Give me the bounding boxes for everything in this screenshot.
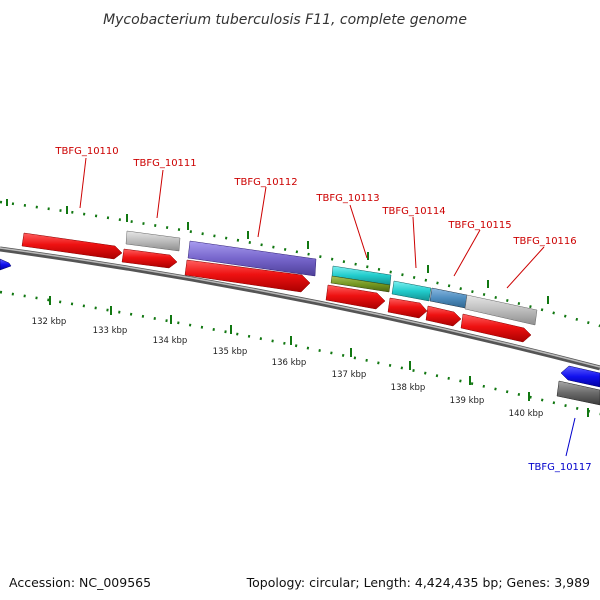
map-title: Mycobacterium tuberculosis F11, complete… xyxy=(103,12,467,28)
leader-line-tbfg-10115 xyxy=(453,229,481,277)
leader-line-tbfg-10116 xyxy=(506,246,545,289)
genome-backbone xyxy=(0,246,600,371)
gene-box-tbfg-10117-dark[interactable] xyxy=(556,380,600,406)
gene-box-tbfg-10116[interactable] xyxy=(464,294,538,326)
label-leader-lines xyxy=(79,157,576,457)
leader-line-tbfg-10117 xyxy=(565,417,576,457)
gene-arrow-tbfg-10112-strand[interactable] xyxy=(184,259,311,293)
ruler-label: 140 kbp xyxy=(509,409,544,419)
ruler-label: 134 kbp xyxy=(153,336,188,346)
gene-label-tbfg-10112[interactable]: TBFG_10112 xyxy=(233,177,297,188)
inner-dotted-ring xyxy=(0,290,600,416)
gene-box-tbfg-10115[interactable] xyxy=(429,287,468,309)
accession-text: Accession: NC_009565 xyxy=(9,575,152,590)
leader-line-tbfg-10114 xyxy=(412,216,417,269)
gene-arrow-tbfg-10115-strand[interactable] xyxy=(425,305,462,327)
ruler-label: 135 kbp xyxy=(213,347,248,357)
gene-arrow-tbfg-10117[interactable] xyxy=(560,365,600,388)
ruler-label: 136 kbp xyxy=(272,358,307,368)
gene-arrow-tbfg-10110[interactable] xyxy=(21,232,123,260)
gene-label-tbfg-10113[interactable]: TBFG_10113 xyxy=(315,193,379,204)
gene-box-tbfg-10111[interactable] xyxy=(125,230,181,252)
gene-arrow-blue-left[interactable] xyxy=(0,258,12,271)
outer-major-ticks xyxy=(6,199,549,304)
gene-label-tbfg-10115[interactable]: TBFG_10115 xyxy=(447,220,511,231)
genome-backbone-highlight xyxy=(0,247,600,368)
gene-label-tbfg-10116[interactable]: TBFG_10116 xyxy=(512,236,576,247)
gene-arrow-tbfg-10114-strand[interactable] xyxy=(387,297,428,319)
gene-label-tbfg-10114[interactable]: TBFG_10114 xyxy=(381,206,445,217)
ruler-label: 132 kbp xyxy=(32,317,67,327)
gene-box-tbfg-10112[interactable] xyxy=(187,240,317,277)
topology-text: Topology: circular; Length: 4,424,435 bp… xyxy=(246,575,590,590)
gene-label-tbfg-10111[interactable]: TBFG_10111 xyxy=(132,158,196,169)
gene-box-tbfg-10114[interactable] xyxy=(391,280,432,302)
inner-major-ticks xyxy=(49,296,589,417)
ruler-label: 137 kbp xyxy=(332,370,367,380)
gene-box-tbfg-10113-olive[interactable] xyxy=(330,275,391,293)
leader-line-tbfg-10112 xyxy=(257,186,267,238)
ruler-label: 133 kbp xyxy=(93,326,128,336)
gene-arrow-tbfg-10111-strand[interactable] xyxy=(121,248,178,269)
gene-arrow-tbfg-10116-strand[interactable] xyxy=(460,313,532,343)
leader-line-tbfg-10110 xyxy=(79,157,87,209)
ruler-label: 139 kbp xyxy=(450,396,485,406)
gene-features xyxy=(0,230,600,406)
leader-line-tbfg-10111 xyxy=(156,169,164,219)
gene-arrow-tbfg-10113-strand[interactable] xyxy=(325,284,386,310)
leader-line-tbfg-10113 xyxy=(349,204,368,259)
ruler-label: 138 kbp xyxy=(391,383,426,393)
gene-label-tbfg-10117[interactable]: TBFG_10117 xyxy=(527,462,591,473)
gene-label-tbfg-10110[interactable]: TBFG_10110 xyxy=(54,146,118,157)
